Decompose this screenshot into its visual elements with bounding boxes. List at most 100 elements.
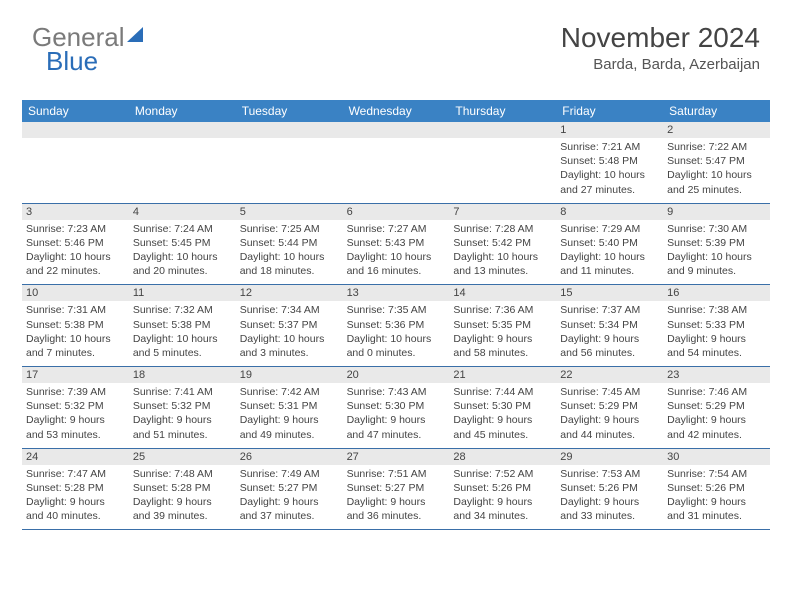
daylight-text: Daylight: 9 hours and 42 minutes. [667, 413, 766, 441]
sunrise-text: Sunrise: 7:32 AM [133, 303, 232, 317]
day-details: Sunrise: 7:45 AMSunset: 5:29 PMDaylight:… [556, 383, 663, 448]
day-number: 17 [22, 367, 129, 383]
sunrise-text: Sunrise: 7:38 AM [667, 303, 766, 317]
daylight-text: Daylight: 9 hours and 39 minutes. [133, 495, 232, 523]
day-header-thursday: Thursday [449, 100, 556, 122]
day-header-monday: Monday [129, 100, 236, 122]
calendar-cell: 14Sunrise: 7:36 AMSunset: 5:35 PMDayligh… [449, 285, 556, 366]
day-details: Sunrise: 7:52 AMSunset: 5:26 PMDaylight:… [449, 465, 556, 530]
sunrise-text: Sunrise: 7:43 AM [347, 385, 446, 399]
sunrise-text: Sunrise: 7:53 AM [560, 467, 659, 481]
day-number: 6 [343, 204, 450, 220]
calendar-cell: 17Sunrise: 7:39 AMSunset: 5:32 PMDayligh… [22, 367, 129, 448]
weeks-container: 1Sunrise: 7:21 AMSunset: 5:48 PMDaylight… [22, 122, 770, 530]
day-details: Sunrise: 7:43 AMSunset: 5:30 PMDaylight:… [343, 383, 450, 448]
calendar-cell: 16Sunrise: 7:38 AMSunset: 5:33 PMDayligh… [663, 285, 770, 366]
calendar-cell: 22Sunrise: 7:45 AMSunset: 5:29 PMDayligh… [556, 367, 663, 448]
day-number: 14 [449, 285, 556, 301]
sunrise-text: Sunrise: 7:28 AM [453, 222, 552, 236]
sunset-text: Sunset: 5:38 PM [133, 318, 232, 332]
day-header-tuesday: Tuesday [236, 100, 343, 122]
sunset-text: Sunset: 5:45 PM [133, 236, 232, 250]
day-number: 20 [343, 367, 450, 383]
sunrise-text: Sunrise: 7:47 AM [26, 467, 125, 481]
day-details: Sunrise: 7:22 AMSunset: 5:47 PMDaylight:… [663, 138, 770, 203]
day-number: 3 [22, 204, 129, 220]
daylight-text: Daylight: 9 hours and 47 minutes. [347, 413, 446, 441]
daylight-text: Daylight: 9 hours and 33 minutes. [560, 495, 659, 523]
day-number [129, 122, 236, 138]
day-number: 2 [663, 122, 770, 138]
day-details: Sunrise: 7:49 AMSunset: 5:27 PMDaylight:… [236, 465, 343, 530]
sunrise-text: Sunrise: 7:25 AM [240, 222, 339, 236]
day-details: Sunrise: 7:37 AMSunset: 5:34 PMDaylight:… [556, 301, 663, 366]
week-row: 17Sunrise: 7:39 AMSunset: 5:32 PMDayligh… [22, 367, 770, 449]
day-number: 21 [449, 367, 556, 383]
daylight-text: Daylight: 9 hours and 31 minutes. [667, 495, 766, 523]
sunrise-text: Sunrise: 7:41 AM [133, 385, 232, 399]
day-details: Sunrise: 7:32 AMSunset: 5:38 PMDaylight:… [129, 301, 236, 366]
header-right: November 2024 Barda, Barda, Azerbaijan [561, 22, 760, 73]
calendar-cell: 27Sunrise: 7:51 AMSunset: 5:27 PMDayligh… [343, 449, 450, 530]
day-number: 10 [22, 285, 129, 301]
day-header-wednesday: Wednesday [343, 100, 450, 122]
daylight-text: Daylight: 10 hours and 5 minutes. [133, 332, 232, 360]
daylight-text: Daylight: 10 hours and 22 minutes. [26, 250, 125, 278]
daylight-text: Daylight: 10 hours and 9 minutes. [667, 250, 766, 278]
month-title: November 2024 [561, 22, 760, 54]
day-details: Sunrise: 7:21 AMSunset: 5:48 PMDaylight:… [556, 138, 663, 203]
day-header-sunday: Sunday [22, 100, 129, 122]
daylight-text: Daylight: 10 hours and 13 minutes. [453, 250, 552, 278]
day-number [343, 122, 450, 138]
sunset-text: Sunset: 5:46 PM [26, 236, 125, 250]
daylight-text: Daylight: 9 hours and 37 minutes. [240, 495, 339, 523]
daylight-text: Daylight: 9 hours and 51 minutes. [133, 413, 232, 441]
calendar-cell: 13Sunrise: 7:35 AMSunset: 5:36 PMDayligh… [343, 285, 450, 366]
sunrise-text: Sunrise: 7:23 AM [26, 222, 125, 236]
sunset-text: Sunset: 5:28 PM [133, 481, 232, 495]
sunset-text: Sunset: 5:31 PM [240, 399, 339, 413]
day-number: 7 [449, 204, 556, 220]
calendar-cell: 23Sunrise: 7:46 AMSunset: 5:29 PMDayligh… [663, 367, 770, 448]
week-row: 1Sunrise: 7:21 AMSunset: 5:48 PMDaylight… [22, 122, 770, 204]
day-number: 25 [129, 449, 236, 465]
sunset-text: Sunset: 5:42 PM [453, 236, 552, 250]
day-header-saturday: Saturday [663, 100, 770, 122]
day-number: 29 [556, 449, 663, 465]
day-number: 9 [663, 204, 770, 220]
calendar-cell: 10Sunrise: 7:31 AMSunset: 5:38 PMDayligh… [22, 285, 129, 366]
sunrise-text: Sunrise: 7:21 AM [560, 140, 659, 154]
daylight-text: Daylight: 9 hours and 36 minutes. [347, 495, 446, 523]
calendar-cell: 24Sunrise: 7:47 AMSunset: 5:28 PMDayligh… [22, 449, 129, 530]
day-details: Sunrise: 7:23 AMSunset: 5:46 PMDaylight:… [22, 220, 129, 285]
week-row: 3Sunrise: 7:23 AMSunset: 5:46 PMDaylight… [22, 204, 770, 286]
sunrise-text: Sunrise: 7:51 AM [347, 467, 446, 481]
sunset-text: Sunset: 5:48 PM [560, 154, 659, 168]
sunrise-text: Sunrise: 7:31 AM [26, 303, 125, 317]
sunrise-text: Sunrise: 7:30 AM [667, 222, 766, 236]
calendar-cell [449, 122, 556, 203]
day-number [236, 122, 343, 138]
day-details: Sunrise: 7:31 AMSunset: 5:38 PMDaylight:… [22, 301, 129, 366]
day-details: Sunrise: 7:42 AMSunset: 5:31 PMDaylight:… [236, 383, 343, 448]
calendar-cell: 30Sunrise: 7:54 AMSunset: 5:26 PMDayligh… [663, 449, 770, 530]
daylight-text: Daylight: 9 hours and 58 minutes. [453, 332, 552, 360]
sunset-text: Sunset: 5:39 PM [667, 236, 766, 250]
daylight-text: Daylight: 9 hours and 45 minutes. [453, 413, 552, 441]
daylight-text: Daylight: 10 hours and 20 minutes. [133, 250, 232, 278]
day-details: Sunrise: 7:28 AMSunset: 5:42 PMDaylight:… [449, 220, 556, 285]
sunrise-text: Sunrise: 7:24 AM [133, 222, 232, 236]
day-number: 19 [236, 367, 343, 383]
day-details: Sunrise: 7:30 AMSunset: 5:39 PMDaylight:… [663, 220, 770, 285]
daylight-text: Daylight: 9 hours and 56 minutes. [560, 332, 659, 360]
sunset-text: Sunset: 5:38 PM [26, 318, 125, 332]
daylight-text: Daylight: 9 hours and 53 minutes. [26, 413, 125, 441]
day-number: 28 [449, 449, 556, 465]
day-number: 22 [556, 367, 663, 383]
calendar-cell [343, 122, 450, 203]
calendar-cell: 20Sunrise: 7:43 AMSunset: 5:30 PMDayligh… [343, 367, 450, 448]
day-details: Sunrise: 7:27 AMSunset: 5:43 PMDaylight:… [343, 220, 450, 285]
calendar-cell: 26Sunrise: 7:49 AMSunset: 5:27 PMDayligh… [236, 449, 343, 530]
day-number: 8 [556, 204, 663, 220]
day-number [22, 122, 129, 138]
